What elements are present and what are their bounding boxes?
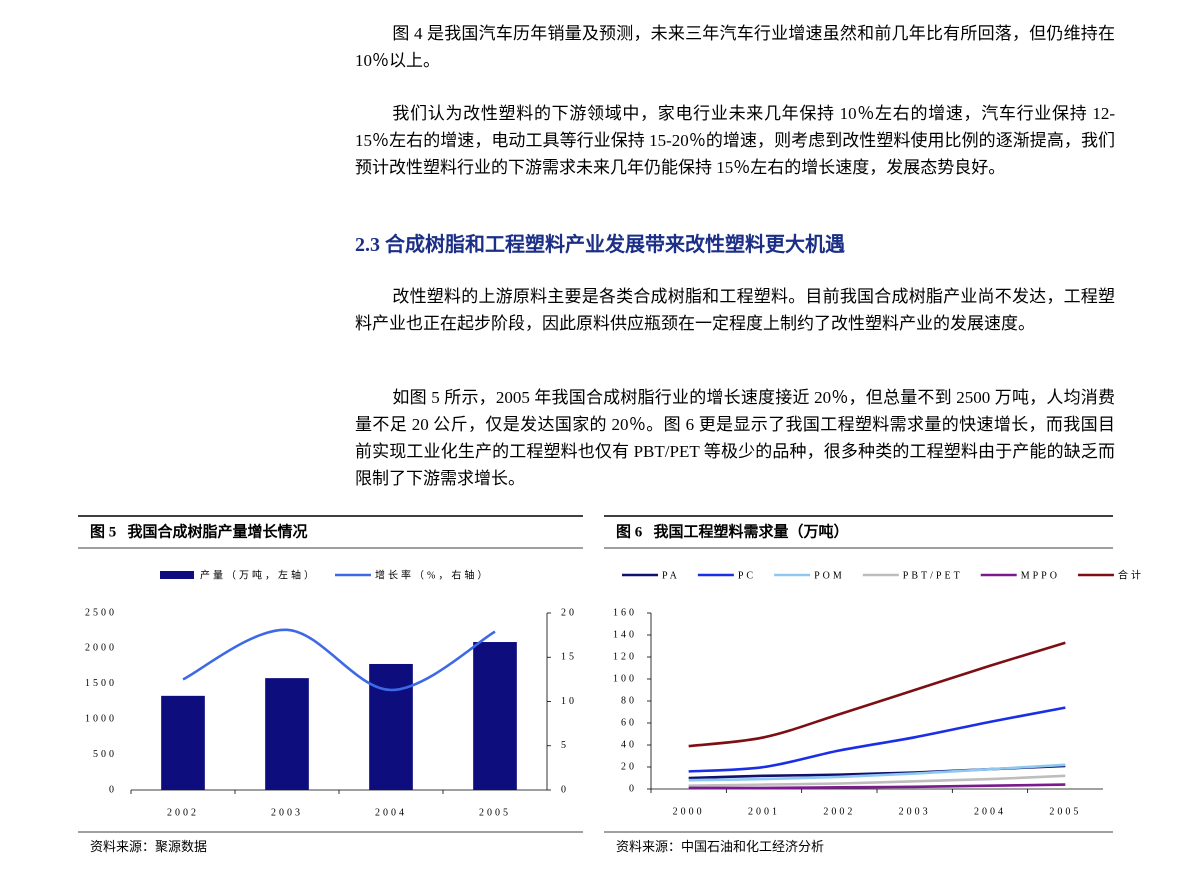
y-tick-label: 80	[621, 695, 637, 706]
y-tick-label: 100	[613, 673, 637, 684]
legend-label: PA	[662, 570, 680, 581]
legend-label: 增长率（%，右轴）	[375, 568, 490, 581]
y-tick-label: 40	[621, 739, 637, 750]
series-line	[688, 706, 1066, 773]
chart-source: 资料来源：中国石油和化工经济分析	[616, 839, 824, 854]
y2-tick-label: 0	[561, 784, 569, 795]
y-tick-label: 160	[613, 607, 637, 618]
y-tick-label: 60	[621, 717, 637, 728]
y-tick-label: 1000	[85, 713, 117, 724]
y2-tick-label: 10	[561, 696, 577, 707]
legend-label: 产量（万吨，左轴）	[200, 568, 317, 581]
x-tick-label: 2000	[673, 806, 705, 817]
paragraph: 图 4 是我国汽车历年销量及预测，未来三年汽车行业增速虽然和前几年比有所回落，但…	[355, 24, 1115, 70]
x-tick-label: 2002	[823, 806, 855, 817]
x-tick-label: 2004	[974, 806, 1006, 817]
series-line	[688, 763, 1066, 782]
y2-tick-label: 15	[561, 652, 577, 663]
x-tick-label: 2003	[899, 806, 931, 817]
legend-label: MPPO	[1021, 570, 1060, 581]
legend-label: PC	[738, 570, 756, 581]
legend-swatch	[160, 571, 194, 579]
y-tick-label: 500	[93, 749, 117, 760]
legend-label: 合计	[1118, 568, 1144, 581]
y-tick-label: 2500	[85, 607, 117, 618]
legend-label: PBT/PET	[903, 570, 963, 581]
bar	[369, 663, 413, 790]
paragraph: 如图 5 所示，2005 年我国合成树脂行业的增长速度接近 20％，但总量不到 …	[355, 388, 1115, 488]
y-tick-label: 120	[613, 651, 637, 662]
y2-tick-label: 5	[561, 740, 569, 751]
y-tick-label: 0	[109, 784, 117, 795]
y-tick-label: 1500	[85, 678, 117, 689]
y-tick-label: 0	[629, 783, 637, 794]
x-tick-label: 2004	[375, 807, 407, 818]
x-tick-label: 2002	[167, 807, 199, 818]
bar	[161, 695, 205, 790]
paragraph: 改性塑料的上游原料主要是各类合成树脂和工程塑料。目前我国合成树脂产业尚不发达，工…	[355, 287, 1115, 333]
series-line	[688, 783, 1066, 790]
y2-tick-label: 20	[561, 607, 577, 618]
legend-label: POM	[814, 570, 845, 581]
bar	[265, 678, 309, 790]
y-tick-label: 20	[621, 761, 637, 772]
y-tick-label: 2000	[85, 643, 117, 654]
section-heading: 2.3 合成树脂和工程塑料产业发展带来改性塑料更大机遇	[355, 234, 845, 256]
y-tick-label: 140	[613, 629, 637, 640]
x-tick-label: 2003	[271, 807, 303, 818]
paragraph: 我们认为改性塑料的下游领域中，家电行业未来几年保持 10％左右的增速，汽车行业保…	[355, 104, 1115, 177]
series-line	[182, 628, 496, 692]
x-tick-label: 2005	[1049, 806, 1081, 817]
chart-title: 图 6 我国工程塑料需求量（万吨）	[616, 522, 849, 540]
chart-source: 资料来源：聚源数据	[90, 839, 207, 854]
x-tick-label: 2001	[748, 806, 780, 817]
series-line	[688, 774, 1066, 787]
series-line	[688, 641, 1066, 748]
chart-title: 图 5 我国合成树脂产量增长情况	[90, 522, 308, 540]
bar	[473, 642, 517, 790]
x-tick-label: 2005	[479, 807, 511, 818]
